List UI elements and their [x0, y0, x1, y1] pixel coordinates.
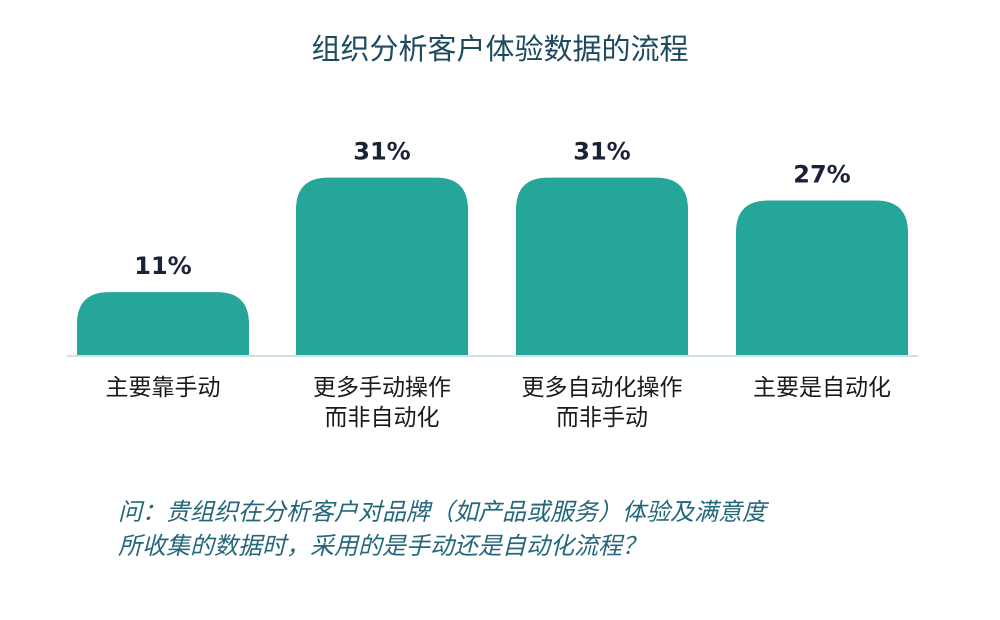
category-label-line: 更多自动化操作: [521, 375, 683, 401]
question-line-2: 所收集的数据时，采用的是手动还是自动化流程？: [118, 532, 646, 560]
bar-1: [77, 292, 249, 355]
category-label-3: 更多自动化操作 而非手动: [502, 373, 702, 433]
survey-question: 问：贵组织在分析客户对品牌（如产品或服务）体验及满意度 所收集的数据时，采用的是…: [118, 495, 938, 563]
bar-4: [736, 200, 908, 355]
category-label-2: 更多手动操作 而非自动化: [282, 373, 482, 433]
chart-title: 组织分析客户体验数据的流程: [311, 32, 689, 66]
data-label-2: 31%: [353, 138, 410, 166]
category-label-4: 主要是自动化: [722, 373, 922, 403]
question-line-1: 问：贵组织在分析客户对品牌（如产品或服务）体验及满意度: [118, 498, 766, 526]
data-label-3: 31%: [573, 138, 630, 166]
category-label-line: 而非手动: [556, 405, 648, 431]
data-label-1: 11%: [134, 252, 191, 280]
bar-3: [516, 177, 688, 355]
category-label-line: 而非自动化: [324, 405, 440, 431]
category-label-line: 更多手动操作: [313, 375, 451, 401]
category-label-line: 主要是自动化: [753, 375, 891, 401]
category-label-1: 主要靠手动: [63, 373, 263, 403]
category-label-line: 主要靠手动: [105, 375, 221, 401]
data-label-4: 27%: [793, 161, 850, 189]
bar-2: [296, 177, 468, 355]
